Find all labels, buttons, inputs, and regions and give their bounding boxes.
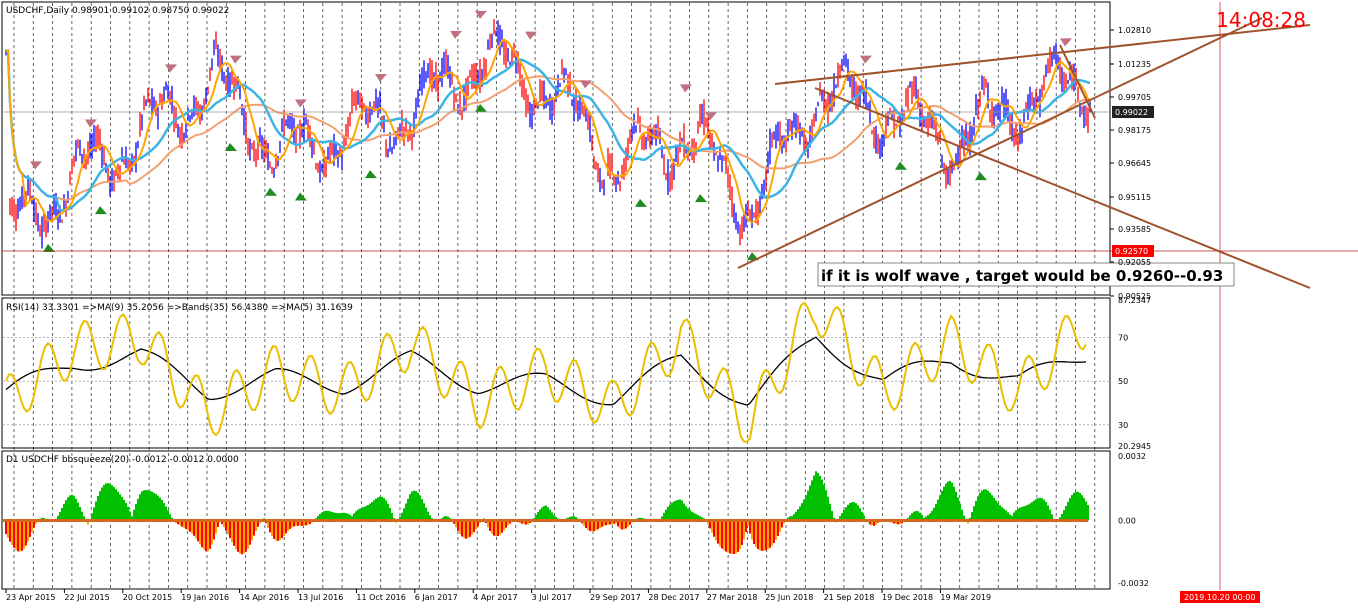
sell-arrow [165,64,177,73]
price-tick-label: 0.92055 [1118,258,1151,267]
time-tick-label: 11 Oct 2016 [356,593,405,602]
buy-arrow [975,172,987,181]
sell-arrow [860,55,872,64]
time-tick-label: 21 Sep 2018 [824,593,875,602]
trendline-lower [737,17,1263,269]
future-date-label: 2019.10.20 00:00 [1184,593,1255,602]
price-tick-label: 0.99705 [1118,93,1151,102]
current-price-label: 0.99022 [1115,108,1148,117]
annotation-box [817,262,1235,287]
sell-arrow [230,55,242,64]
buy-arrow [747,252,759,261]
rsi-info: RSI(14) 33.3301 =>MA(9) 35.2056 =>Bands(… [6,303,353,313]
time-tick-label: 3 Jul 2017 [532,593,572,602]
sell-arrow [525,31,537,40]
squeeze-tick-label: 0.00 [1118,517,1136,526]
buy-arrow [95,206,107,215]
buy-arrow [475,103,487,112]
signal-arrows [30,10,1072,261]
sell-arrow [1060,38,1072,47]
buy-arrow [695,194,707,203]
wolf-wave-lines [737,17,1311,289]
buy-arrow [43,243,55,252]
target-price-badge [1112,245,1154,257]
buy-arrow [225,143,237,152]
rsi-levels [3,337,1109,426]
current-price-badge [1112,106,1154,118]
annotation-text: if it is wolf wave , target would be 0.9… [821,267,1223,285]
time-tick-label: 14 Apr 2016 [240,593,289,602]
price-tick-label: 0.98175 [1118,126,1151,135]
time-tick-label: 20 Oct 2015 [123,593,172,602]
buy-arrow [895,161,907,170]
squeeze-tick-label: 0.0032 [1118,452,1146,461]
price-tick-label: 0.96645 [1118,159,1151,168]
sell-arrow [450,30,462,39]
time-tick-label: 23 Apr 2015 [6,593,55,602]
sell-arrow [680,84,692,93]
buy-arrow [295,192,307,201]
clock-display: 14:08:28 [1216,8,1306,32]
target-price-label: 0.92570 [1115,247,1148,256]
rsi-panel-frame [1,297,1111,449]
price-tick-label: 0.90525 [1118,292,1151,301]
time-tick-label: 25 Jun 2018 [765,593,813,602]
time-tick-label: 29 Sep 2017 [590,593,641,602]
ma-fast-line [5,38,1091,224]
rsi-tick-label: 30 [1118,421,1128,430]
price-axis: 1.02810 1.01235 0.99705 0.98175 0.96645 0.951… [1110,26,1151,301]
sell-arrow [295,99,307,108]
sell-arrow [30,161,42,170]
time-axis: 23 Apr 2015 22 Jul 2015 20 Oct 2015 19 Jan … [5,589,991,602]
rsi-line [5,301,1087,443]
price-tick-label: 1.02810 [1118,26,1151,35]
time-tick-label: 28 Dec 2017 [648,593,699,602]
price-tick-label: 0.93585 [1118,225,1151,234]
trendline-short [1059,44,1096,119]
time-tick-label: 19 Jan 2016 [181,593,229,602]
price-panel-frame [1,1,1111,296]
ma-mid-line [5,49,1091,212]
buy-arrow [635,198,647,207]
time-tick-label: 27 Mar 2018 [707,593,758,602]
time-tick-label: 19 Dec 2018 [882,593,933,602]
future-date-badge [1180,591,1260,603]
sell-arrow [475,10,487,19]
rsi-series [5,301,1087,443]
rsi-tick-label: 70 [1118,334,1128,343]
sell-arrow [85,119,97,128]
time-tick-label: 6 Jan 2017 [415,593,458,602]
price-tick-label: 0.95115 [1118,193,1151,202]
symbol-info: USDCHF,Daily 0.98901 0.99102 0.98750 0.9… [6,6,229,16]
time-tick-label: 22 Jul 2015 [64,593,109,602]
rsi-tick-label: 87.2347 [1118,296,1151,305]
squeeze-panel-frame [1,450,1111,590]
squeeze-tick-label: -0.0032 [1118,579,1149,588]
moving-averages [5,38,1091,224]
price-tick-label: 1.01235 [1118,60,1151,69]
squeeze-info: D1 USDCHF bbsqueeze(20) -0.0012 -0.0012 … [6,455,239,465]
time-tick-label: 19 Mar 2019 [940,593,991,602]
time-tick-label: 13 Jul 2016 [298,593,343,602]
buy-arrow [365,170,377,179]
squeeze-histogram [3,471,1089,555]
buy-arrow [265,187,277,196]
rsi-tick-label: 20.2945 [1118,442,1151,451]
vertical-grid [13,3,1096,589]
rsi-axis: 87.2347 70 50 30 20.2945 [1118,296,1151,451]
trendline-upper [774,24,1311,85]
trendline-target [814,87,1311,289]
rsi-tick-label: 50 [1118,377,1128,386]
time-tick-label: 4 Apr 2017 [473,593,517,602]
sell-arrow [375,73,387,82]
sell-arrow [580,80,592,89]
squeeze-axis: 0.0032 0.00 -0.0032 [1118,452,1149,588]
sell-arrow [705,112,717,121]
